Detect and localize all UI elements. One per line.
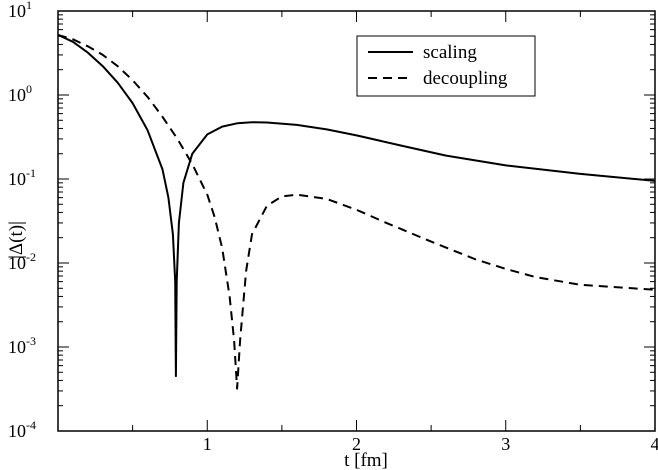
y-tick-label-exponent: 0 <box>26 82 32 96</box>
y-tick-label-base: 10 <box>8 421 26 441</box>
y-tick-label: 10-1 <box>8 166 36 189</box>
legend-label-scaling: scaling <box>423 42 477 63</box>
y-tick-label-base: 10 <box>8 169 26 189</box>
x-tick-label: 4 <box>651 434 658 454</box>
y-tick-label: 10-2 <box>8 250 36 273</box>
y-tick-label-base: 10 <box>8 253 26 273</box>
y-tick-label: 101 <box>8 0 32 21</box>
series-line-decoupling <box>57 33 656 390</box>
y-tick-label: 100 <box>8 82 32 105</box>
x-axis-label: t [fm] <box>344 450 388 470</box>
plot-marks <box>57 33 656 390</box>
y-tick-label-exponent: -4 <box>26 418 36 432</box>
series-line-scaling <box>57 33 656 378</box>
y-tick-label-base: 10 <box>8 337 26 357</box>
y-tick-label-base: 10 <box>8 85 26 105</box>
legend: scaling decoupling <box>356 35 536 97</box>
legend-label-decoupling: decoupling <box>423 68 508 89</box>
y-tick-label-exponent: -3 <box>26 334 36 348</box>
y-tick-label: 10-3 <box>8 334 36 357</box>
legend-box <box>356 35 536 97</box>
x-tick-label: 2 <box>352 434 361 454</box>
y-tick-label-exponent: -1 <box>26 166 36 180</box>
x-tick-label: 1 <box>203 434 212 454</box>
y-tick-label-base: 10 <box>8 1 26 21</box>
y-tick-label-exponent: 1 <box>26 0 32 12</box>
ticks <box>57 10 656 432</box>
y-tick-label-exponent: -2 <box>26 250 36 264</box>
x-tick-label: 3 <box>501 434 510 454</box>
y-axis-label: |Δ(t)| <box>6 221 27 259</box>
y-tick-label: 10-4 <box>8 418 36 441</box>
